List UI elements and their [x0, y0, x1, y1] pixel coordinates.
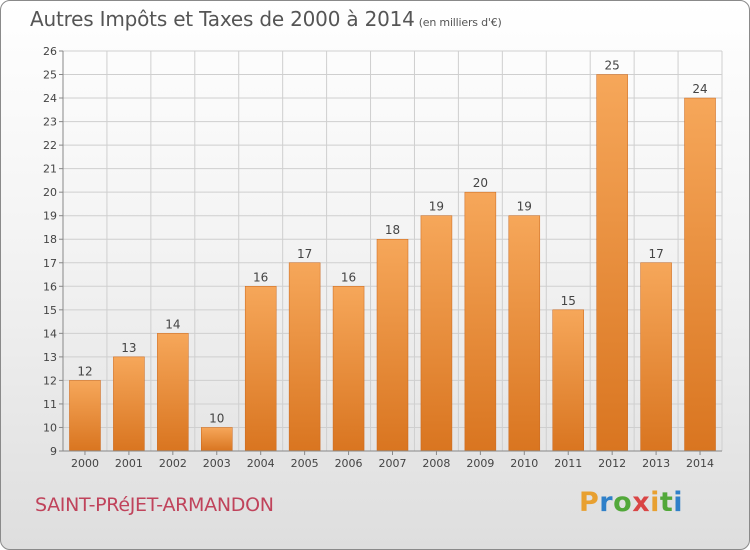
y-tick-label: 23: [43, 116, 57, 129]
bar-2003: [201, 427, 233, 452]
y-tick-label: 15: [43, 304, 57, 317]
bar-2001: [113, 356, 145, 452]
y-tick-label: 12: [43, 374, 57, 387]
y-tick-label: 18: [43, 233, 57, 246]
x-tick-label: 2009: [466, 457, 494, 470]
x-tick-label: 2004: [247, 457, 275, 470]
bar-2012: [596, 74, 628, 452]
logo-letter: x: [632, 487, 651, 518]
x-tick-label: 2013: [642, 457, 670, 470]
y-tick-label: 19: [43, 210, 57, 223]
y-tick-label: 26: [43, 45, 57, 58]
bar-2007: [376, 238, 409, 452]
bar-value-label: 16: [341, 270, 356, 284]
logo-letter: r: [599, 487, 614, 518]
x-tick-label: 2012: [598, 457, 626, 470]
y-tick-label: 14: [43, 327, 57, 340]
bar-value-label: 24: [692, 82, 707, 96]
bar-value-label: 13: [121, 341, 136, 355]
bar-2013: [640, 262, 672, 452]
y-tick-label: 10: [43, 421, 57, 434]
y-tick-label: 9: [50, 445, 57, 458]
y-tick-label: 24: [43, 92, 57, 105]
commune-name: SAINT-PRéJET-ARMANDON: [35, 494, 274, 516]
axes: [59, 50, 722, 455]
bar-value-label: 18: [385, 223, 400, 237]
bar-value-label: 12: [77, 364, 92, 378]
chart-title-text: Autres Impôts et Taxes de 2000 à 2014: [30, 7, 415, 31]
bar-value-label: 10: [209, 411, 224, 425]
x-tick-label: 2007: [379, 457, 407, 470]
labels: 9 10 11 12 13 14 15 16 17 18 19 20 21 22 23 24 25 26 12 200…: [43, 45, 714, 470]
bar-value-label: 15: [561, 294, 576, 308]
x-tick-label: 2010: [510, 457, 538, 470]
x-tick-label: 2002: [159, 457, 187, 470]
logo-letter: i: [673, 487, 684, 518]
logo-letter: t: [659, 487, 674, 518]
bar-value-label: 16: [253, 270, 268, 284]
bar-value-label: 17: [297, 247, 312, 261]
y-tick-label: 21: [43, 163, 57, 176]
bar-value-label: 25: [605, 59, 620, 73]
bars: [69, 74, 716, 452]
y-tick-label: 13: [43, 351, 57, 364]
bar-2011: [552, 309, 584, 452]
x-tick-label: 2006: [335, 457, 363, 470]
logo-letter: i: [650, 487, 660, 518]
y-tick-label: 17: [43, 257, 57, 270]
x-tick-label: 2014: [686, 457, 714, 470]
bar-2000: [69, 380, 101, 452]
logo-letter: P: [579, 487, 600, 518]
y-tick-label: 25: [43, 69, 57, 82]
bar-value-label: 20: [473, 176, 488, 190]
bar-2005: [288, 262, 321, 452]
bar-2002: [157, 333, 189, 452]
bar-2008: [420, 215, 453, 452]
bar-2004: [244, 286, 277, 452]
chart-unit: (en milliers d'€): [418, 16, 502, 29]
x-tick-label: 2005: [291, 457, 319, 470]
bar-2014: [684, 97, 716, 452]
logo-letter: o: [613, 487, 633, 518]
bar-value-label: 14: [165, 317, 180, 331]
x-tick-label: 2008: [422, 457, 450, 470]
bar-value-label: 19: [429, 200, 444, 214]
x-tick-label: 2011: [554, 457, 582, 470]
bar-value-label: 17: [648, 247, 663, 261]
x-tick-label: 2003: [203, 457, 231, 470]
bar-value-label: 19: [517, 200, 532, 214]
y-tick-label: 22: [43, 139, 57, 152]
bar-2010: [508, 215, 541, 452]
x-tick-label: 2000: [71, 457, 99, 470]
bar-2009: [464, 191, 497, 452]
chart-title: Autres Impôts et Taxes de 2000 à 2014 (en…: [30, 7, 502, 31]
proxiti-logo: Proxiti: [579, 487, 683, 518]
x-tick-label: 2001: [115, 457, 143, 470]
y-tick-label: 11: [43, 398, 57, 411]
y-tick-label: 16: [43, 280, 57, 293]
y-tick-label: 20: [43, 186, 57, 199]
bar-2006: [332, 286, 365, 452]
